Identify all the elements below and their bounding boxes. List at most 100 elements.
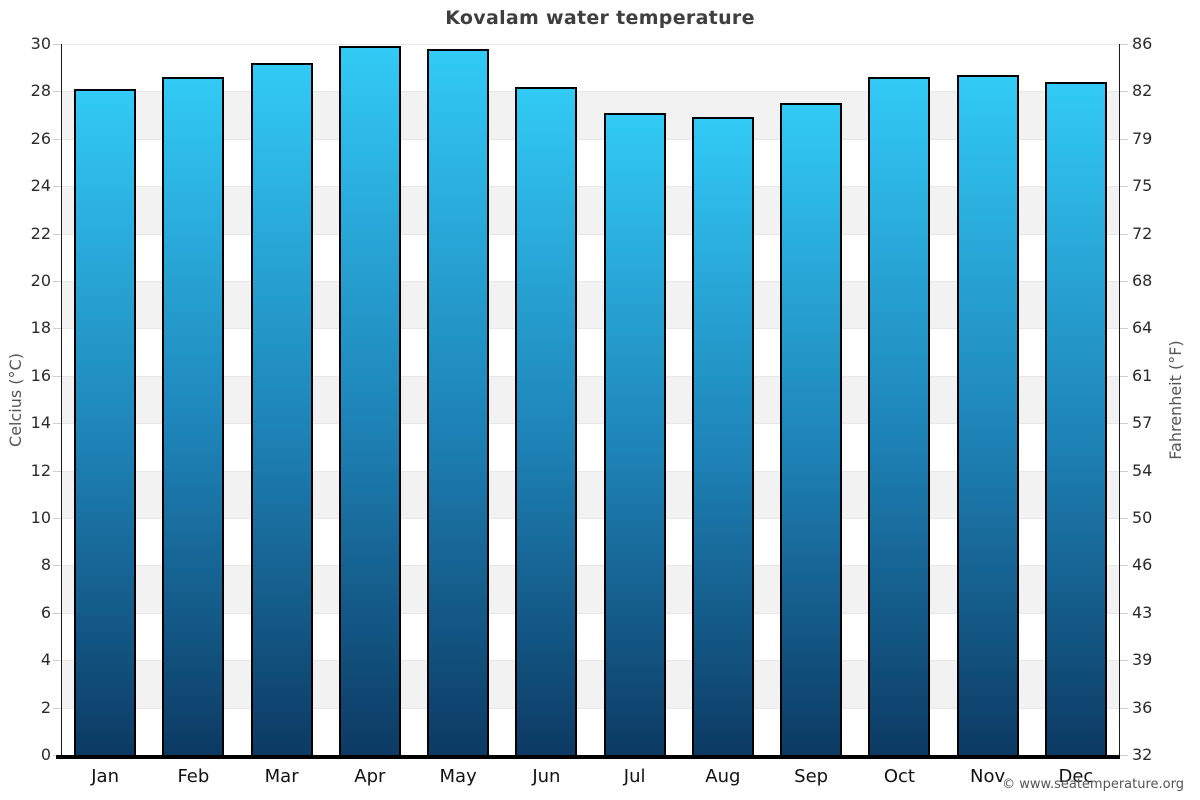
gridline (61, 91, 1120, 92)
y-tick-label-fahrenheit: 72 (1132, 224, 1153, 243)
gridline (61, 376, 1120, 377)
right-axis-line (1119, 44, 1120, 755)
y-tick-right (1120, 328, 1128, 329)
gridline (61, 281, 1120, 282)
x-axis-label-nov: Nov (970, 766, 1006, 787)
gridline (61, 139, 1120, 140)
plot-band (61, 328, 1120, 376)
gridline (61, 708, 1120, 709)
x-axis-label-mar: Mar (264, 766, 299, 787)
y-tick-left (53, 518, 61, 519)
y-tick-label-celsius: 24 (30, 176, 51, 195)
y-tick-left (53, 281, 61, 282)
bar-apr (338, 46, 401, 755)
bar-oct (868, 77, 931, 755)
y-tick-label-celsius: 0 (40, 745, 51, 764)
y-tick-right (1120, 660, 1128, 661)
bar-sep (780, 103, 843, 755)
y-tick-left (53, 376, 61, 377)
gridline (61, 328, 1120, 329)
y-tick-label-fahrenheit: 75 (1132, 176, 1153, 195)
gridline (61, 234, 1120, 235)
plot-band (61, 44, 1120, 92)
y-tick-label-fahrenheit: 39 (1132, 650, 1153, 669)
y-axis-title-fahrenheit: Fahrenheit (°F) (1166, 340, 1185, 460)
bar-may (427, 48, 490, 755)
y-tick-label-celsius: 22 (30, 224, 51, 243)
y-tick-left (53, 708, 61, 709)
gridline (61, 565, 1120, 566)
gridline (61, 613, 1120, 614)
plot-band (61, 660, 1120, 708)
y-tick-right (1120, 518, 1128, 519)
y-tick-label-fahrenheit: 79 (1132, 129, 1153, 148)
y-tick-label-fahrenheit: 61 (1132, 366, 1153, 385)
gridline (61, 660, 1120, 661)
gridline (61, 186, 1120, 187)
y-tick-left (53, 44, 61, 45)
y-tick-right (1120, 471, 1128, 472)
y-tick-right (1120, 755, 1128, 756)
y-tick-label-fahrenheit: 54 (1132, 461, 1153, 480)
y-tick-label-celsius: 12 (30, 461, 51, 480)
y-tick-right (1120, 565, 1128, 566)
y-tick-label-celsius: 14 (30, 413, 51, 432)
plot-band (61, 707, 1120, 755)
y-tick-right (1120, 234, 1128, 235)
y-tick-label-celsius: 4 (40, 650, 51, 669)
y-tick-left (53, 613, 61, 614)
bar-jun (515, 86, 578, 755)
y-tick-label-fahrenheit: 36 (1132, 698, 1153, 717)
y-tick-label-celsius: 20 (30, 271, 51, 290)
y-tick-right (1120, 139, 1128, 140)
y-tick-right (1120, 186, 1128, 187)
copyright-notice: © www.seatemperature.org (1002, 777, 1184, 792)
y-tick-label-celsius: 30 (30, 34, 51, 53)
bar-nov (956, 74, 1019, 755)
y-tick-label-fahrenheit: 64 (1132, 318, 1153, 337)
y-tick-label-fahrenheit: 43 (1132, 603, 1153, 622)
plot-band (61, 186, 1120, 234)
x-axis-label-jul: Jul (623, 766, 646, 787)
x-axis-label-jun: Jun (532, 766, 561, 787)
y-tick-right (1120, 708, 1128, 709)
gridline (61, 44, 1120, 45)
bottom-axis-line (56, 755, 1120, 759)
y-tick-right (1120, 613, 1128, 614)
plot-band (61, 281, 1120, 329)
plot-band (61, 470, 1120, 518)
plot-band (61, 375, 1120, 424)
y-tick-left (53, 91, 61, 92)
y-tick-label-celsius: 2 (40, 698, 51, 717)
y-tick-left (53, 234, 61, 235)
y-tick-left (53, 660, 61, 661)
x-axis-label-feb: Feb (177, 766, 210, 787)
gridline (61, 518, 1120, 519)
y-tick-label-fahrenheit: 46 (1132, 555, 1153, 574)
gridline (61, 423, 1120, 424)
y-tick-left (53, 471, 61, 472)
plot-band (61, 233, 1120, 281)
x-axis-label-dec: Dec (1058, 766, 1094, 787)
y-tick-label-celsius: 28 (30, 81, 51, 100)
left-axis-line (61, 44, 62, 755)
y-tick-label-fahrenheit: 68 (1132, 271, 1153, 290)
y-tick-right (1120, 44, 1128, 45)
y-tick-label-celsius: 8 (40, 555, 51, 574)
plot-band (61, 423, 1120, 471)
plot-band (61, 612, 1120, 661)
y-tick-right (1120, 376, 1128, 377)
y-tick-left (53, 186, 61, 187)
y-tick-label-fahrenheit: 82 (1132, 81, 1153, 100)
x-axis-label-jan: Jan (91, 766, 119, 787)
plot-band (61, 138, 1120, 187)
y-tick-label-fahrenheit: 86 (1132, 34, 1153, 53)
bar-jan (74, 89, 137, 755)
x-axis-label-apr: Apr (354, 766, 386, 787)
y-tick-left (53, 139, 61, 140)
y-tick-label-fahrenheit: 57 (1132, 413, 1153, 432)
bar-aug (691, 117, 754, 755)
y-tick-label-fahrenheit: 50 (1132, 508, 1153, 527)
y-tick-right (1120, 281, 1128, 282)
